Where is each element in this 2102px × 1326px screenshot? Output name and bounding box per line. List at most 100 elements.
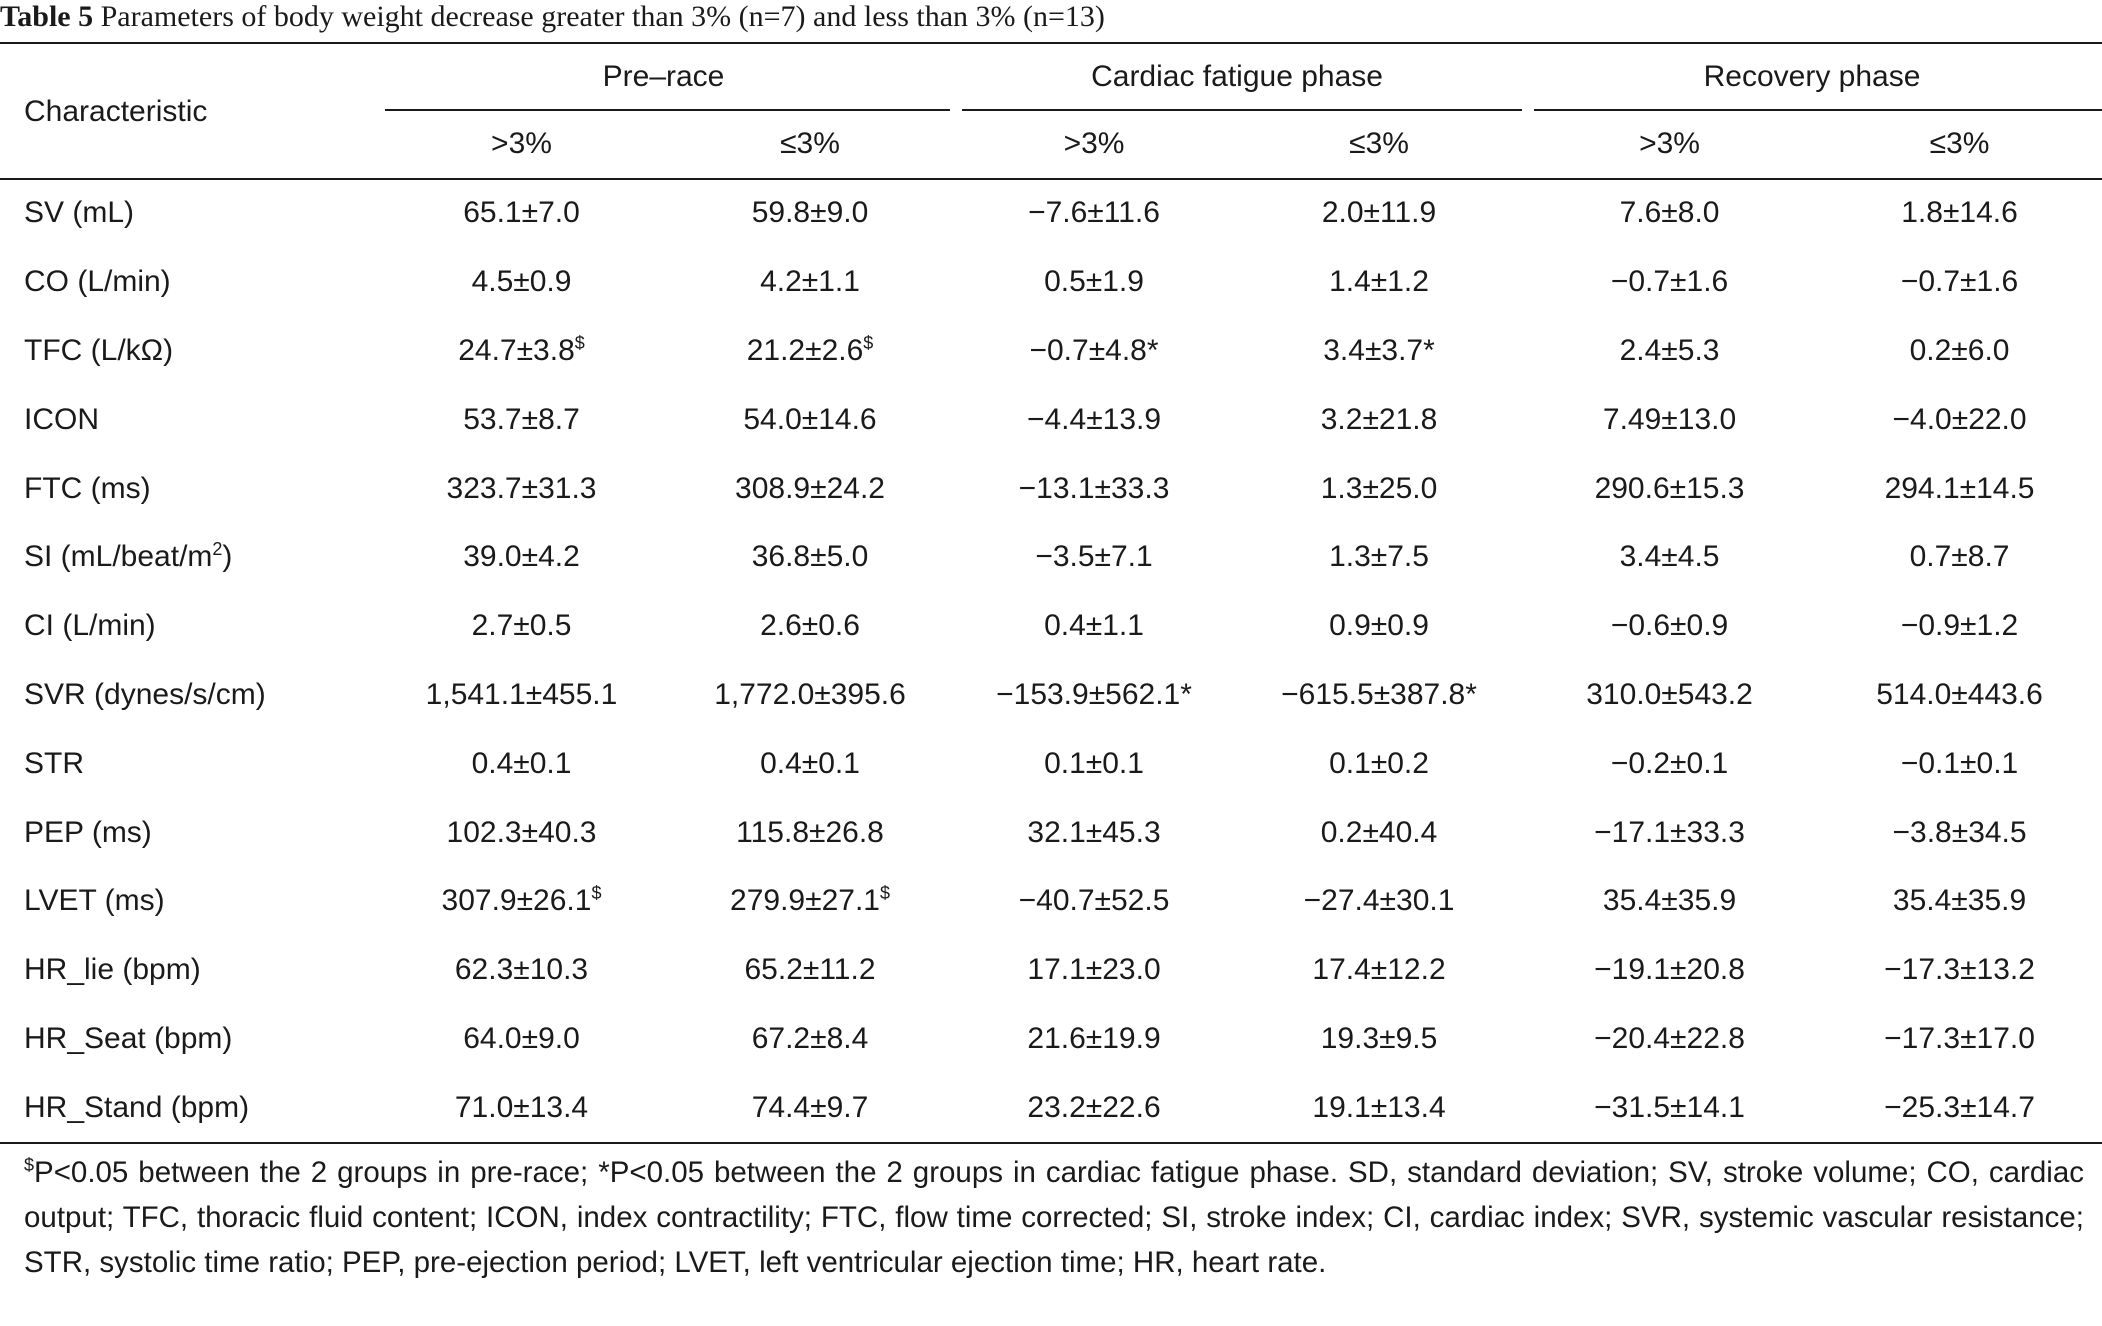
cell-value: 0.2±40.4 (1320, 815, 1438, 849)
group-rule-cardiac-fatigue (962, 109, 1522, 111)
table-cell: 3.4±4.5 (1522, 523, 1817, 592)
table-cell: 1.8±14.6 (1817, 179, 2102, 248)
cell-value: 23.2±22.6 (1027, 1090, 1161, 1124)
cell-value: 1,541.1±455.1 (425, 677, 618, 711)
cell-value: 294.1±14.5 (1884, 471, 2035, 505)
table-cell: 1,772.0±395.6 (668, 661, 952, 730)
row-label-text: TFC (L/kΩ) (24, 333, 174, 367)
table-cell: −0.7±1.6 (1522, 248, 1817, 317)
group-header-cardiac-fatigue: Cardiac fatigue phase (1091, 59, 1383, 93)
table-cell: 115.8±26.8 (668, 798, 952, 867)
cell-significance-marker: $ (574, 332, 585, 353)
row-label-text: HR_Stand (bpm) (24, 1090, 250, 1124)
table-row: TFC (L/kΩ) 24.7±3.8$ 21.2±2.6$ −0.7±4.8* 3.4… (0, 317, 2102, 386)
table-cell: 7.49±13.0 (1522, 385, 1817, 454)
cell-value: −0.9±1.2 (1900, 609, 2019, 643)
group-rule-pre-race (385, 109, 950, 111)
table-row: HR_lie (bpm) 62.3±10.3 65.2±11.2 17.1±23.0 1… (0, 936, 2102, 1005)
table-cell: 65.2±11.2 (668, 936, 952, 1005)
table-cell: 21.6±19.9 (952, 1005, 1236, 1074)
table-cell: −153.9±562.1* (952, 661, 1236, 730)
table-caption: Table 5 Parameters of body weight decrea… (0, 0, 2102, 40)
table-cell: 0.1±0.2 (1236, 729, 1522, 798)
row-label: HR_Seat (bpm) (0, 1005, 375, 1074)
cell-value: 0.5±1.9 (1044, 265, 1144, 299)
table-cell: −25.3±14.7 (1817, 1073, 2102, 1142)
cell-value: 279.9±27.1 (730, 884, 880, 918)
table-cell: 7.6±8.0 (1522, 179, 1817, 248)
cell-value: 115.8±26.8 (736, 815, 884, 849)
table-bottom-rule (0, 1142, 2102, 1144)
table-cell: 2.7±0.5 (375, 592, 668, 661)
row-label-text: SVR (dynes/s/cm) (24, 677, 266, 711)
table-body: SV (mL) 65.1±7.0 59.8±9.0 −7.6±11.6 2.0±11.9… (0, 179, 2102, 1142)
cell-value: −0.6±0.9 (1610, 609, 1729, 643)
cell-value: 65.2±11.2 (744, 953, 876, 987)
cell-value: 3.4±4.5 (1619, 540, 1720, 574)
table-cell: 1.3±25.0 (1236, 454, 1522, 523)
row-label-text: PEP (ms) (24, 815, 152, 849)
row-label-text: SV (mL) (24, 196, 135, 230)
table-cell: 0.7±8.7 (1817, 523, 2102, 592)
row-label: HR_lie (bpm) (0, 936, 375, 1005)
cell-value: 35.4±35.9 (1892, 884, 2027, 918)
cell-value: 0.4±0.1 (471, 746, 572, 780)
cell-value: −4.4±13.9 (1026, 402, 1162, 436)
cell-value: 2.6±0.6 (760, 609, 860, 643)
table-cell: 1.3±7.5 (1236, 523, 1522, 592)
row-label: SVR (dynes/s/cm) (0, 661, 375, 730)
table-cell: 323.7±31.3 (375, 454, 668, 523)
table-cell: −17.3±13.2 (1817, 936, 2102, 1005)
row-label: LVET (ms) (0, 867, 375, 936)
row-label: HR_Stand (bpm) (0, 1073, 375, 1142)
cell-significance-marker: $ (863, 332, 874, 353)
table-top-rule (0, 42, 2102, 44)
cell-value: −0.2±0.1 (1610, 746, 1729, 780)
row-label-text: SI (mL/beat/m (24, 540, 213, 574)
table-caption-text: Parameters of body weight decrease great… (100, 0, 1105, 33)
cell-value: 0.2±6.0 (1909, 333, 2010, 367)
table-cell: 0.4±0.1 (375, 729, 668, 798)
table-cell: 54.0±14.6 (668, 385, 952, 454)
table-cell: 4.2±1.1 (668, 248, 952, 317)
table-cell: 62.3±10.3 (375, 936, 668, 1005)
row-label: PEP (ms) (0, 798, 375, 867)
table-cell: −19.1±20.8 (1522, 936, 1817, 1005)
table-cell: 71.0±13.4 (375, 1073, 668, 1142)
table-cell: −3.5±7.1 (952, 523, 1236, 592)
table-cell: −17.1±33.3 (1522, 798, 1817, 867)
table-cell: 0.1±0.1 (952, 729, 1236, 798)
table-cell: 307.9±26.1$ (375, 867, 668, 936)
cell-value: −0.7±1.6 (1900, 265, 2019, 299)
cell-value: 7.49±13.0 (1602, 402, 1737, 436)
table-cell: 17.4±12.2 (1236, 936, 1522, 1005)
table-cell: −27.4±30.1 (1236, 867, 1522, 936)
row-label-suffix: ) (222, 540, 233, 574)
row-label: STR (0, 729, 375, 798)
cell-value: 36.8±5.0 (751, 540, 869, 574)
table-cell: 59.8±9.0 (668, 179, 952, 248)
table-row: HR_Stand (bpm) 71.0±13.4 74.4±9.7 23.2±22.6… (0, 1073, 2102, 1142)
cell-value: −13.1±33.3 (1018, 471, 1170, 505)
cell-value: −20.4±22.8 (1594, 1021, 1745, 1055)
row-label-text: ICON (24, 402, 99, 436)
cell-value: 514.0±443.6 (1876, 677, 2043, 711)
cell-value: 21.2±2.6 (746, 333, 864, 367)
cell-value: 17.1±23.0 (1027, 953, 1161, 987)
subheader-cell: >3% (1063, 127, 1125, 160)
cell-value: 323.7±31.3 (446, 471, 597, 505)
table-cell: −0.7±1.6 (1817, 248, 2102, 317)
table-cell: −13.1±33.3 (952, 454, 1236, 523)
cell-value: −615.5±387.8* (1281, 677, 1477, 711)
data-table: Characteristic Pre–race Cardiac fatigue … (0, 44, 2102, 1142)
cell-value: 0.4±0.1 (760, 746, 860, 780)
table-cell: 65.1±7.0 (375, 179, 668, 248)
table-cell: 17.1±23.0 (952, 936, 1236, 1005)
row-label-superscript: 2 (212, 539, 223, 560)
table-cell: −4.4±13.9 (952, 385, 1236, 454)
table-cell: 53.7±8.7 (375, 385, 668, 454)
table-cell: 514.0±443.6 (1817, 661, 2102, 730)
characteristic-header: Characteristic (24, 94, 208, 128)
cell-value: 32.1±45.3 (1027, 815, 1161, 849)
